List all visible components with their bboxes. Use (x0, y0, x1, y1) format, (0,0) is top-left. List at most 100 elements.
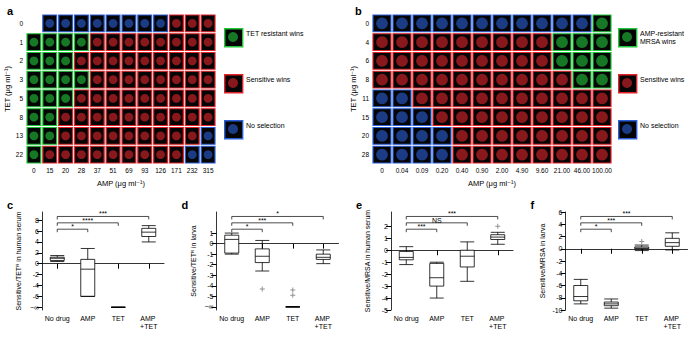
svg-text:-6: -6 (556, 282, 562, 289)
svg-text:0.04: 0.04 (396, 167, 409, 174)
svg-text:20: 20 (362, 132, 370, 139)
svg-text:***: *** (258, 217, 266, 224)
svg-text:b: b (355, 5, 362, 17)
svg-text:No drug: No drug (219, 315, 244, 323)
svg-text:9.60: 9.60 (536, 167, 549, 174)
svg-text:***: *** (607, 217, 615, 224)
svg-text:AMP-resistant: AMP-resistant (640, 30, 686, 37)
svg-text:-2: -2 (556, 258, 562, 265)
svg-text:-1: -1 (207, 251, 213, 258)
svg-text:Sensitive wins: Sensitive wins (640, 76, 685, 83)
svg-text:−∞: −∞ (30, 304, 39, 311)
svg-text:28: 28 (362, 151, 370, 158)
svg-text:171: 171 (171, 167, 182, 174)
svg-text:No drug: No drug (394, 315, 419, 323)
svg-text:Sensitive/TETᴿ in human serum: Sensitive/TETᴿ in human serum (15, 211, 22, 310)
svg-text:-3: -3 (382, 283, 388, 290)
svg-text:***: *** (448, 210, 456, 217)
svg-text:***: *** (622, 210, 630, 217)
svg-text:-4: -4 (33, 282, 39, 289)
svg-text:28: 28 (78, 167, 86, 174)
svg-text:5: 5 (19, 95, 23, 102)
svg-text:-5: -5 (382, 307, 388, 314)
svg-text:-1: -1 (382, 259, 388, 266)
svg-text:No drug: No drug (568, 315, 593, 323)
svg-text:AMP (μg ml⁻¹): AMP (μg ml⁻¹) (468, 179, 517, 188)
svg-text:AMP: AMP (429, 315, 445, 322)
svg-text:TET (μg ml⁻¹): TET (μg ml⁻¹) (3, 65, 12, 112)
svg-text:Sensitive/MRSA in larva: Sensitive/MRSA in larva (539, 224, 546, 299)
svg-text:0: 0 (559, 245, 563, 252)
svg-text:TET (μg ml⁻¹): TET (μg ml⁻¹) (349, 65, 358, 112)
svg-text:TET: TET (286, 315, 300, 322)
svg-text:15: 15 (46, 167, 54, 174)
svg-text:8: 8 (365, 76, 369, 83)
svg-text:-4: -4 (207, 282, 213, 289)
svg-text:d: d (182, 199, 189, 211)
svg-text:TET resistant wins: TET resistant wins (246, 30, 304, 37)
svg-text:-2: -2 (382, 271, 388, 278)
svg-text:MRSA wins: MRSA wins (640, 38, 676, 45)
svg-text:TET: TET (635, 315, 649, 322)
svg-text:*: * (276, 210, 279, 217)
svg-text:****: **** (82, 217, 93, 224)
svg-text:0: 0 (35, 260, 39, 267)
svg-text:4: 4 (559, 221, 563, 228)
svg-text:93: 93 (141, 167, 149, 174)
svg-text:No drug: No drug (45, 315, 70, 323)
svg-text:2: 2 (35, 249, 39, 256)
svg-text:+TET: +TET (489, 323, 507, 330)
svg-text:232: 232 (187, 167, 198, 174)
svg-text:f: f (531, 199, 535, 211)
svg-text:-4: -4 (382, 295, 388, 302)
svg-text:Sensitive wins: Sensitive wins (246, 76, 291, 83)
svg-text:51: 51 (109, 167, 117, 174)
svg-text:No selection: No selection (246, 122, 285, 129)
svg-text:-3: -3 (207, 272, 213, 279)
svg-text:AMP: AMP (604, 315, 620, 322)
svg-text:e: e (356, 199, 362, 211)
svg-text:a: a (7, 5, 14, 17)
svg-text:*: * (246, 223, 249, 230)
svg-text:0: 0 (384, 247, 388, 254)
svg-text:*: * (71, 223, 74, 230)
svg-text:37: 37 (94, 167, 102, 174)
svg-text:0.40: 0.40 (456, 167, 469, 174)
svg-text:0: 0 (32, 167, 36, 174)
svg-text:0.20: 0.20 (436, 167, 449, 174)
svg-text:2: 2 (559, 233, 563, 240)
svg-text:8: 8 (19, 114, 23, 121)
svg-text:-6: -6 (33, 293, 39, 300)
svg-text:2: 2 (384, 223, 388, 230)
svg-text:Sensitive/TETᴿ in larva: Sensitive/TETᴿ in larva (190, 225, 197, 296)
svg-text:4: 4 (365, 39, 369, 46)
svg-text:+TET: +TET (315, 323, 333, 330)
svg-text:1: 1 (384, 235, 388, 242)
svg-text:100.00: 100.00 (592, 167, 612, 174)
svg-text:No selection: No selection (640, 122, 679, 129)
svg-text:+TET: +TET (140, 323, 158, 330)
svg-text:0: 0 (210, 240, 214, 247)
svg-text:Sensitive/MRSA in human serum: Sensitive/MRSA in human serum (364, 210, 371, 312)
svg-text:3: 3 (19, 76, 23, 83)
svg-text:AMP: AMP (315, 315, 332, 322)
svg-text:0.90: 0.90 (476, 167, 489, 174)
svg-text:-4: -4 (556, 270, 562, 277)
svg-text:0.09: 0.09 (416, 167, 429, 174)
svg-text:2.00: 2.00 (496, 167, 509, 174)
svg-text:6: 6 (35, 228, 39, 235)
svg-text:315: 315 (203, 167, 214, 174)
svg-text:−∞: −∞ (204, 303, 213, 310)
svg-text:-8: -8 (556, 294, 562, 301)
svg-text:6: 6 (559, 209, 563, 216)
svg-text:-5: -5 (207, 293, 213, 300)
svg-text:15: 15 (362, 114, 370, 121)
svg-text:8: 8 (35, 217, 39, 224)
svg-text:1: 1 (210, 230, 214, 237)
svg-text:-2: -2 (207, 261, 213, 268)
svg-text:0: 0 (365, 20, 369, 27)
svg-text:AMP: AMP (140, 315, 157, 322)
svg-text:***: *** (417, 223, 425, 230)
svg-text:*: * (595, 223, 598, 230)
svg-text:21.00: 21.00 (554, 167, 571, 174)
